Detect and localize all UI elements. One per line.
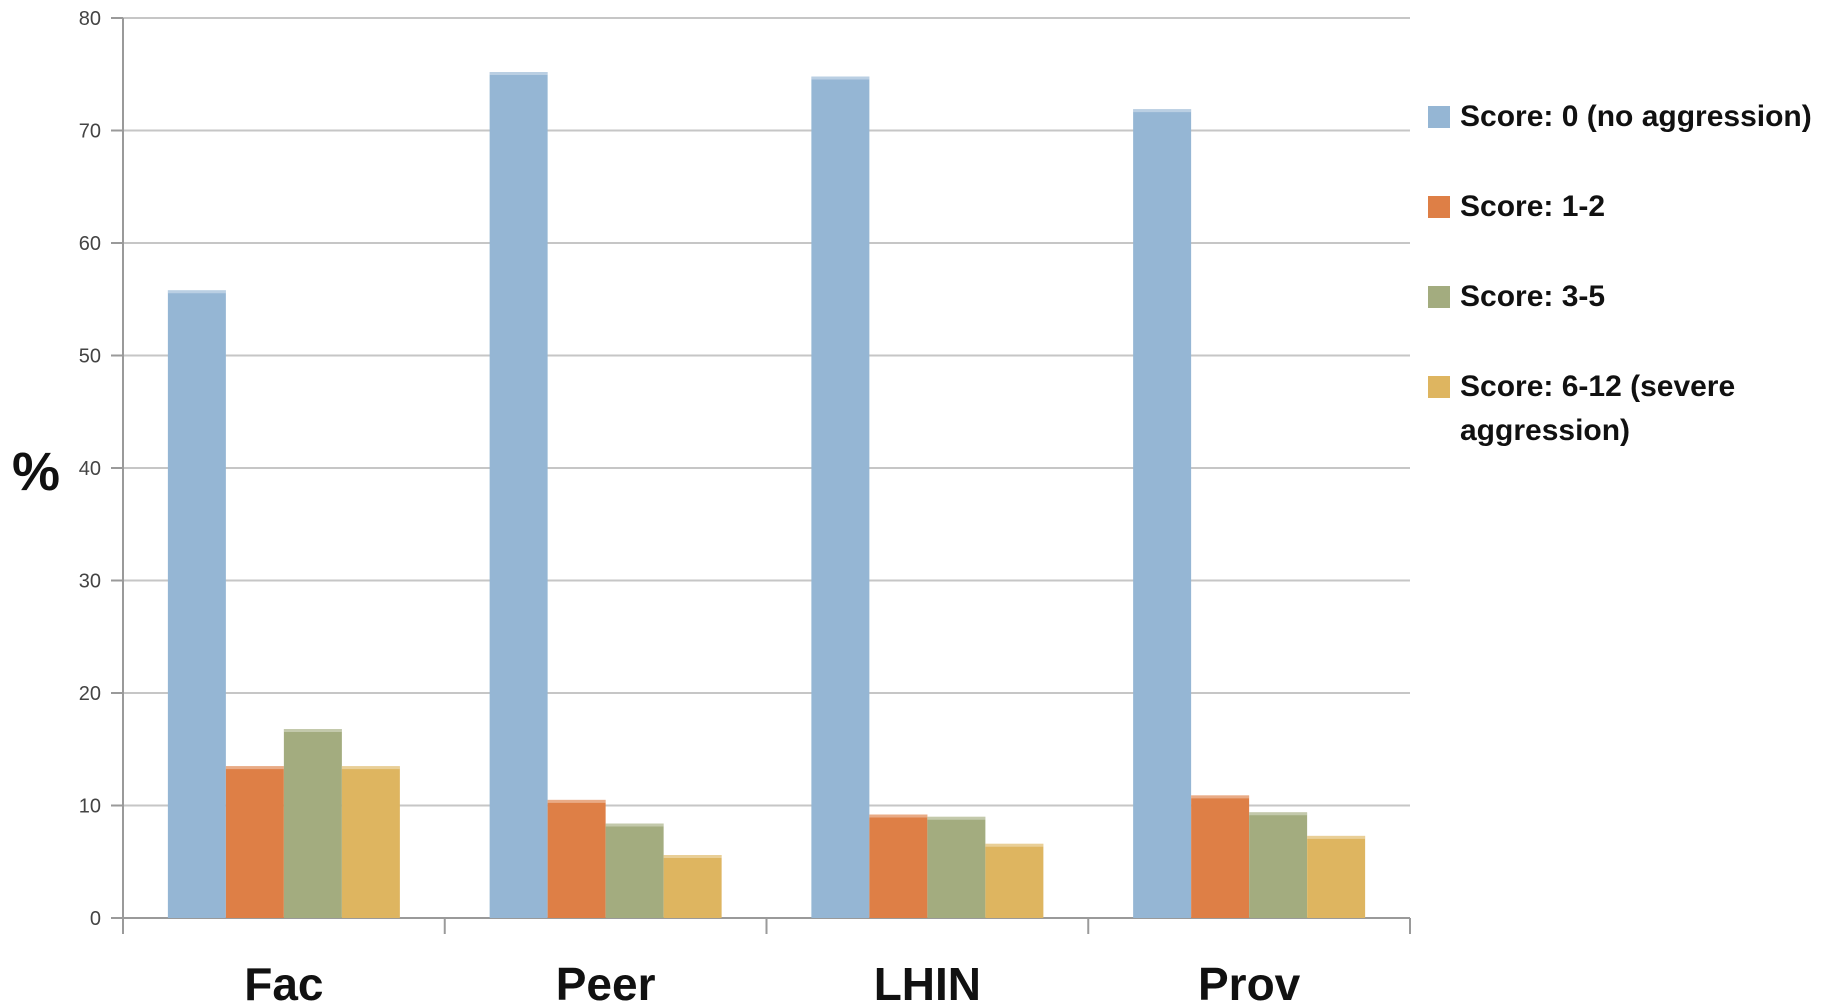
bar-highlight [927,816,986,820]
bar-highlight [605,823,664,827]
x-category-label: Peer [556,958,656,1005]
legend: Score: 0 (no aggression) Score: 1-2 Score:… [1428,100,1812,447]
y-tick-label: 10 [79,796,101,818]
y-tick-label: 70 [79,121,101,143]
legend-label: Score: 1-2 [1460,190,1605,223]
y-tick-label: 20 [79,683,101,705]
y-tick-label: 30 [79,571,101,593]
y-axis-label: % [12,442,60,502]
bar-peer-series-1 [547,799,606,918]
bar-prov-series-1 [1191,795,1250,918]
bar-fac-series-1 [225,766,284,918]
bar-prov-series-2 [1249,812,1308,918]
bar-highlight [225,766,284,770]
legend-label: Score: 3-5 [1460,280,1605,313]
y-tick-label: 80 [79,8,101,30]
bar-fac-series-3 [341,766,400,918]
bar-highlight [811,76,870,80]
bar-highlight [1249,812,1308,816]
legend-swatch [1428,196,1450,218]
legend-swatch [1428,286,1450,308]
x-category-label: Prov [1198,958,1301,1005]
y-tick-label: 60 [79,233,101,255]
bar-highlight [283,729,342,732]
bar-highlight [1133,109,1192,113]
legend-swatch [1428,376,1450,398]
x-category-label: Fac [244,958,323,1005]
bar-highlight [1307,835,1366,839]
bar-lhin-series-2 [927,816,986,918]
bar-highlight [167,290,226,294]
bar-lhin-series-3 [985,843,1044,918]
bar-fac-series-2 [283,729,342,918]
bar-highlight [985,843,1044,847]
bar-prov-series-0 [1133,109,1192,918]
legend-swatch [1428,106,1450,128]
y-tick-label: 50 [79,346,101,368]
bar-lhin-series-0 [811,76,870,918]
bar-peer-series-3 [663,855,722,918]
bars [167,72,1366,918]
bar-highlight [489,72,548,75]
bar-prov-series-3 [1307,835,1366,918]
bar-highlight [869,814,928,818]
bar-peer-series-0 [489,72,548,918]
bar-highlight [663,855,722,858]
legend-label: Score: 6-12 (severe aggression) [1460,370,1735,447]
y-tick-label: 40 [79,458,101,480]
bar-highlight [341,766,400,770]
bar-fac-series-0 [167,290,226,918]
axis-labels: 0 10 20 30 40 50 60 70 80 Fac Peer LHIN Prov [79,8,1301,1005]
legend-label: Score: 0 (no aggression) [1460,100,1812,133]
bar-peer-series-2 [605,823,664,918]
x-category-label: LHIN [874,958,981,1005]
bar-highlight [547,799,606,803]
bar-lhin-series-1 [869,814,928,918]
y-tick-label: 0 [90,908,101,930]
bar-highlight [1191,795,1250,799]
